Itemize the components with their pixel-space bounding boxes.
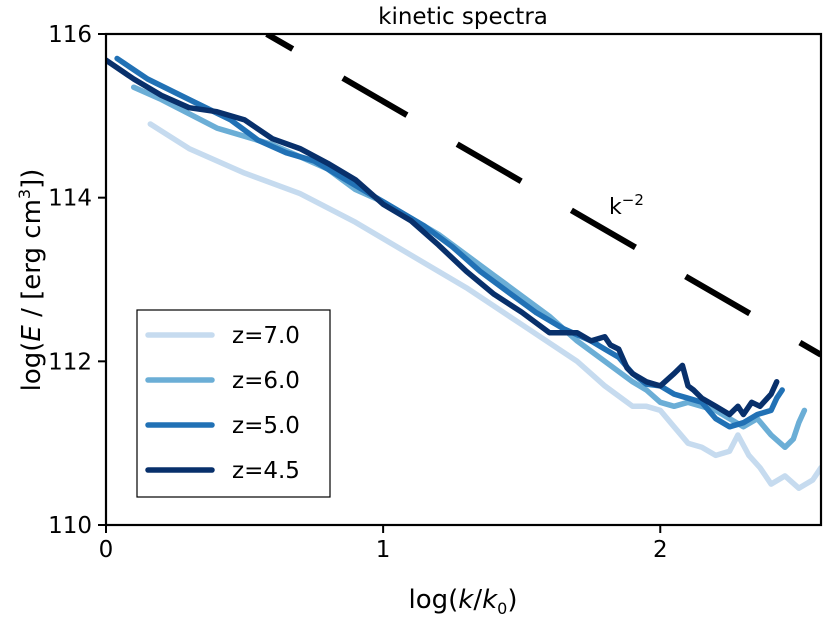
y-axis-ticks: 110 112 114 116 bbox=[48, 22, 106, 539]
reference-layer bbox=[265, 34, 821, 358]
reference-line-label: k−2 bbox=[609, 191, 644, 220]
legend: z=7.0 z=6.0 z=5.0 z=4.5 bbox=[136, 309, 331, 498]
x-tick-label: 0 bbox=[99, 537, 114, 563]
x-axis-ticks: 0 1 2 bbox=[99, 525, 668, 563]
legend-label: z=5.0 bbox=[232, 413, 300, 439]
legend-items: z=7.0 z=6.0 z=5.0 z=4.5 bbox=[145, 323, 300, 484]
series-line-z=4.5 bbox=[106, 57, 780, 418]
series-line-z=7.0 bbox=[147, 121, 821, 491]
y-tick-label: 116 bbox=[48, 22, 92, 48]
x-axis-label: log(k/k0) bbox=[408, 585, 517, 618]
plot-lines bbox=[106, 55, 821, 491]
plot-frame bbox=[104, 32, 823, 527]
legend-label: z=6.0 bbox=[232, 368, 300, 394]
chart-title: kinetic spectra bbox=[378, 4, 548, 30]
legend-box bbox=[136, 309, 331, 498]
x-tick-label: 1 bbox=[376, 537, 391, 563]
y-tick-label: 114 bbox=[48, 186, 92, 212]
legend-label: z=7.0 bbox=[232, 323, 300, 349]
x-tick-label: 2 bbox=[653, 537, 668, 563]
y-axis-label: log(E / [erg cm3]) bbox=[15, 169, 47, 392]
legend-label: z=4.5 bbox=[232, 458, 300, 484]
y-tick-label: 110 bbox=[48, 513, 92, 539]
y-tick-label: 112 bbox=[48, 349, 92, 375]
reference-line-k-minus-2 bbox=[265, 34, 821, 358]
